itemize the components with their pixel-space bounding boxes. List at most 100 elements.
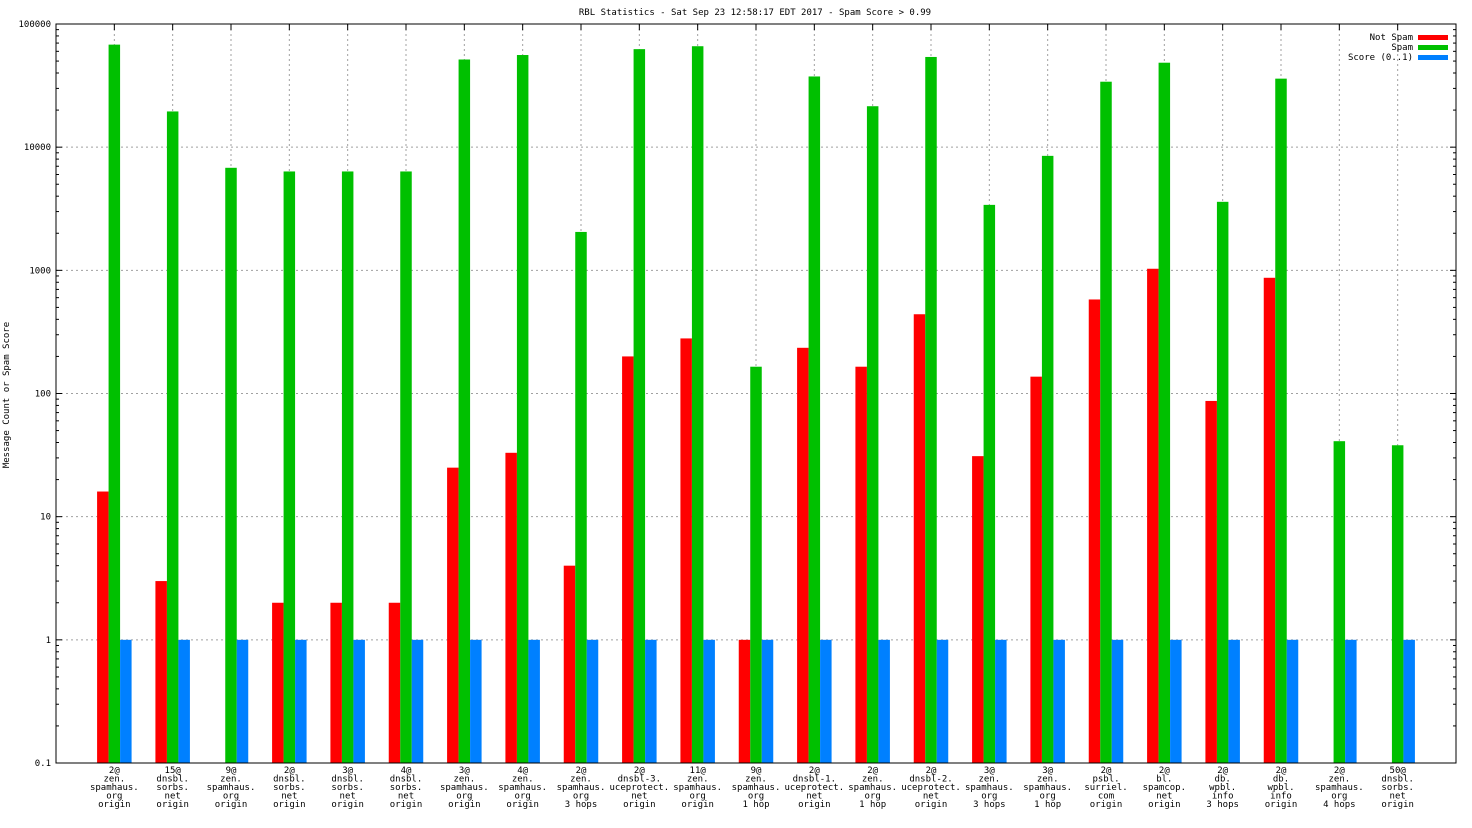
bar-not-spam (972, 456, 984, 763)
bar-spam (575, 231, 587, 763)
x-tick-label: sorbs. (156, 783, 189, 793)
x-tick-label: zen. (220, 775, 242, 785)
x-tick-label: 1 hop (742, 800, 769, 810)
x-tick-label: zen. (687, 775, 709, 785)
bar-score-0-1 (295, 639, 307, 763)
x-tick-label: 2@ (1276, 766, 1287, 776)
bar-score-0-1 (1111, 639, 1124, 763)
bar-spam (1391, 445, 1404, 763)
x-tick-label: net (340, 792, 356, 802)
bar-score-0-1 (236, 639, 249, 763)
x-tick-label: 1 hop (1034, 800, 1061, 810)
x-tick-label: 2@ (1334, 766, 1345, 776)
bar-not-spam (1147, 268, 1159, 763)
bar-spam (925, 56, 937, 764)
y-tick-label: 1000 (29, 266, 51, 276)
x-tick-label: org (690, 792, 706, 802)
x-tick-label: info (1270, 792, 1292, 802)
x-tick-label: sorbs. (273, 783, 306, 793)
x-tick-label: dnsbl-1. (793, 775, 836, 785)
bar-spam (516, 55, 529, 764)
x-tick-label: net (281, 792, 297, 802)
x-tick-label: 11@ (690, 766, 707, 776)
x-tick-label: sorbs. (390, 783, 423, 793)
y-tick-label: 10 (40, 513, 51, 523)
x-tick-label: zen. (570, 775, 592, 785)
x-tick-label: spamhaus. (440, 783, 489, 793)
bar-not-spam (563, 565, 576, 763)
x-tick-label: origin (215, 800, 248, 810)
x-tick-label: uceprotect. (901, 783, 961, 793)
bar-not-spam (505, 452, 517, 763)
x-tick-label: org (456, 792, 472, 802)
x-tick-label: origin (915, 800, 948, 810)
bar-not-spam (97, 491, 109, 763)
bar-not-spam (388, 602, 401, 763)
x-tick-label: sorbs. (1381, 783, 1414, 793)
x-tick-label: 15@ (165, 766, 182, 776)
bar-not-spam (447, 467, 459, 763)
x-tick-label: net (1390, 792, 1406, 802)
x-tick-label: net (806, 792, 822, 802)
x-tick-label: dnsbl. (273, 775, 306, 785)
x-tick-label: 4 hops (1323, 800, 1356, 810)
bar-spam (750, 366, 762, 763)
x-tick-label: db. (1273, 775, 1289, 785)
x-tick-label: 3@ (459, 766, 470, 776)
x-tick-label: spamhaus. (1315, 783, 1364, 793)
bar-score-0-1 (878, 639, 890, 763)
x-tick-label: spamhaus. (965, 783, 1014, 793)
x-tick-label: 3 hops (565, 800, 598, 810)
bars (97, 44, 1415, 764)
x-tick-label: dnsbl. (1381, 775, 1414, 785)
x-tick-label: 4@ (401, 766, 412, 776)
bar-score-0-1 (703, 639, 715, 763)
y-tick-label: 10000 (24, 143, 51, 153)
bar-spam (225, 167, 237, 763)
x-tick-label: 3@ (342, 766, 353, 776)
x-tick-label: spamcop. (1143, 783, 1186, 793)
x-tick-label: zen. (1328, 775, 1350, 785)
bar-spam (983, 204, 996, 763)
x-tick-label: origin (98, 800, 131, 810)
x-tick-label: db. (1215, 775, 1231, 785)
x-tick-label: 2@ (576, 766, 587, 776)
x-tick-label: org (515, 792, 531, 802)
bar-not-spam (1263, 277, 1276, 763)
x-tick-label: uceprotect. (610, 783, 670, 793)
bar-score-0-1 (820, 639, 832, 763)
bar-score-0-1 (1345, 639, 1357, 763)
bar-score-0-1 (528, 639, 540, 763)
x-tick-label: origin (390, 800, 423, 810)
x-tick-label: 2@ (634, 766, 645, 776)
x-tick-label: origin (506, 800, 539, 810)
bar-spam (633, 49, 646, 764)
bar-spam (866, 106, 879, 764)
x-tick-label: sorbs. (331, 783, 364, 793)
x-tick-label: origin (156, 800, 189, 810)
x-tick-label: origin (1148, 800, 1181, 810)
x-tick-label: 4@ (517, 766, 528, 776)
x-tick-label: zen. (453, 775, 475, 785)
x-tick-label: org (1040, 792, 1056, 802)
x-tick-label: 9@ (751, 766, 762, 776)
bar-not-spam (738, 639, 751, 763)
x-tick-label: dnsbl. (390, 775, 423, 785)
x-tick-label: org (573, 792, 589, 802)
x-tick-label: zen. (862, 775, 884, 785)
bar-not-spam (622, 356, 634, 763)
x-tick-label: 3 hops (1206, 800, 1239, 810)
bar-spam (166, 111, 179, 763)
x-tick-label: zen. (103, 775, 125, 785)
x-tick-label: uceprotect. (785, 783, 845, 793)
x-tick-label: dnsbl-3. (618, 775, 661, 785)
bar-not-spam (155, 581, 167, 763)
x-tick-label: net (398, 792, 414, 802)
bar-not-spam (1205, 400, 1217, 763)
x-tick-label: 3 hops (973, 800, 1006, 810)
bar-not-spam (1030, 376, 1042, 763)
x-tick-label: spamhaus. (673, 783, 722, 793)
x-tick-label: net (165, 792, 181, 802)
bar-spam (808, 76, 821, 763)
